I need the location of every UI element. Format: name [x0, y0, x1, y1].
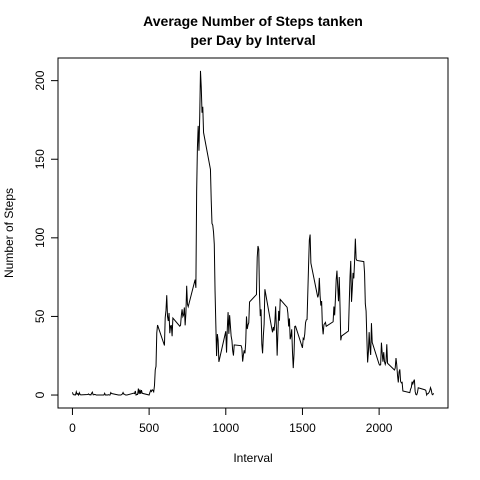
y-tick-label: 50 [33, 309, 47, 323]
chart-title: Average Number of Steps tanken [143, 13, 363, 29]
y-axis-label: Number of Steps [2, 188, 16, 278]
y-tick-label: 200 [33, 70, 47, 90]
x-tick-label: 1000 [212, 421, 239, 435]
y-tick-label: 0 [33, 391, 47, 398]
data-line [71, 70, 434, 397]
x-tick-label: 500 [139, 421, 159, 435]
chart-title: per Day by Interval [190, 32, 315, 48]
x-tick-label: 2000 [366, 421, 393, 435]
y-tick-label: 100 [33, 228, 47, 248]
x-axis-label: Interval [233, 451, 272, 465]
plot-box [57, 57, 449, 409]
y-tick-label: 150 [33, 149, 47, 169]
x-tick-label: 0 [69, 421, 76, 435]
x-tick-label: 1500 [289, 421, 316, 435]
